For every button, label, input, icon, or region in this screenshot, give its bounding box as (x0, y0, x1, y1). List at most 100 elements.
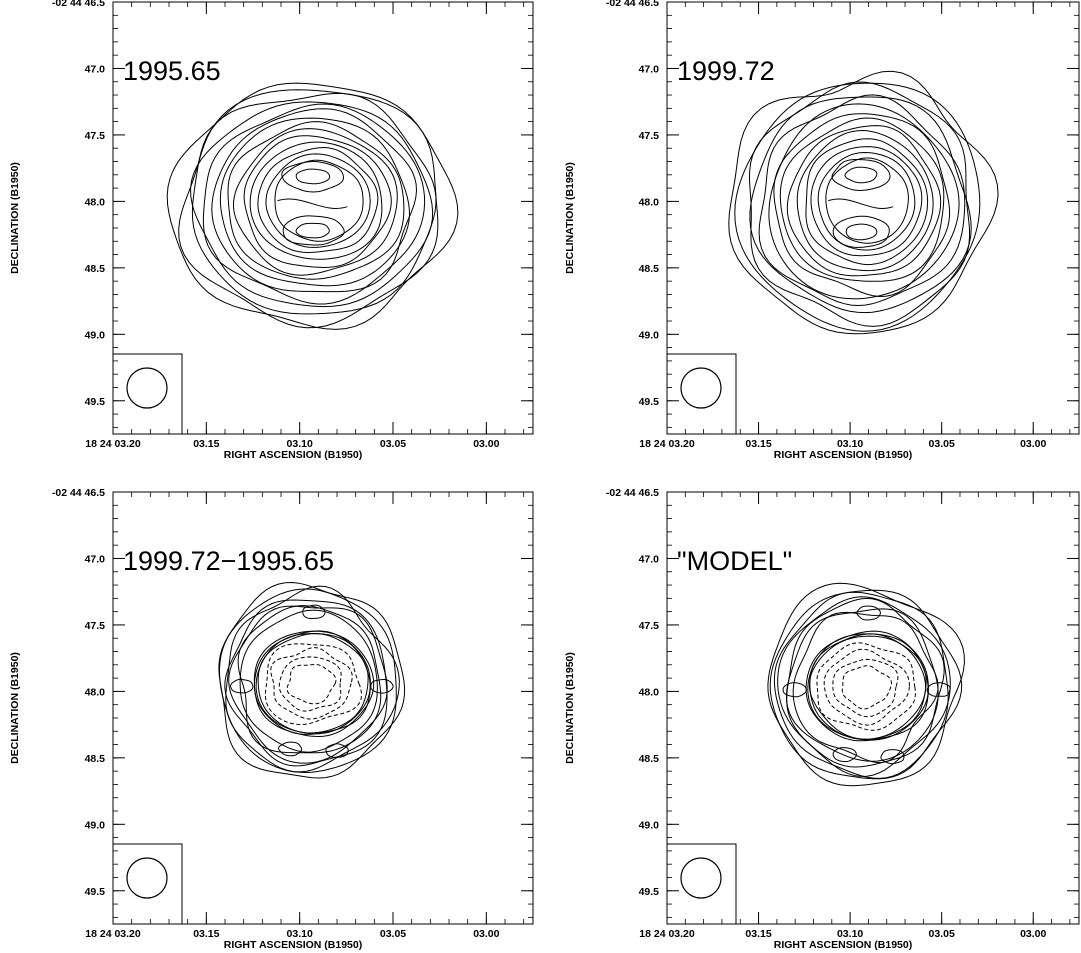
x-tick-label: 03.15 (745, 438, 771, 450)
contour-level-negative (823, 648, 910, 726)
contour-inner-boundary (808, 635, 927, 740)
contour-inner-boundary (807, 633, 929, 741)
contour-knot (926, 682, 951, 697)
x-axis-title: RIGHT ASCENSION (B1950) (224, 449, 362, 461)
contour-level (211, 108, 418, 293)
contour-level (166, 82, 459, 330)
y-tick-label: -02 44 46.5 (606, 0, 659, 9)
beam-box (666, 353, 737, 435)
y-tick-label: 48.5 (85, 753, 106, 765)
panel-2: 18 24 03.20 03.15 03.10 03.05 03.00 -02 44 46… (564, 0, 1080, 461)
y-axis-title: DECLINATION (B1950) (564, 652, 576, 764)
contour-peak-north-inner (844, 166, 878, 184)
contour-group (166, 82, 459, 330)
contour-inner-boundary (253, 630, 371, 735)
panel-3: 18 24 03.20 03.15 03.10 03.05 03.00 -02 44 46… (9, 487, 534, 951)
y-tick-label: 48.0 (85, 686, 106, 698)
contour-knot (278, 741, 303, 757)
panel-label: "MODEL" (677, 546, 792, 576)
y-tick-label: 48.0 (639, 686, 660, 698)
contour-level-negative (270, 647, 353, 720)
x-tick-label: 18 24 03.20 (85, 438, 141, 450)
x-tick-label: 03.05 (380, 928, 406, 940)
contour-level-positive (218, 588, 397, 774)
y-tick-label: -02 44 46.5 (52, 0, 105, 9)
contour-level-negative (832, 658, 899, 718)
y-tick-label: 48.0 (85, 196, 106, 208)
contour-peak-south-inner (845, 223, 878, 241)
contour-knot (370, 679, 394, 694)
y-tick-label: 47.0 (639, 63, 660, 75)
panel-4: 18 24 03.20 03.15 03.10 03.05 03.00 -02 44 46… (564, 487, 1080, 951)
contour-peak-south (282, 215, 345, 246)
contour-knot (880, 749, 905, 765)
x-axis-title: RIGHT ASCENSION (B1950) (224, 939, 362, 951)
panel-label: 1999.72−1995.65 (123, 546, 334, 576)
panel-label: 1995.65 (123, 56, 221, 86)
y-tick-label: 47.5 (639, 620, 660, 632)
y-tick-label: 49.0 (85, 329, 106, 341)
x-tick-label: 03.00 (1020, 928, 1046, 940)
contour-level (817, 151, 916, 251)
contour-inner-boundary (805, 630, 929, 742)
plot-frame (666, 491, 1080, 925)
x-tick-label: 03.15 (745, 928, 771, 940)
contour-level-negative (278, 656, 342, 712)
contour-level (233, 128, 398, 276)
y-tick-label: 49.5 (639, 886, 660, 898)
plot-frame (666, 1, 1080, 435)
y-tick-label: 49.0 (639, 329, 660, 341)
contour-level-positive (777, 596, 951, 777)
contour-level (227, 121, 405, 280)
beam-box (112, 843, 183, 925)
contour-group (767, 582, 965, 787)
x-tick-label: 18 24 03.20 (639, 438, 695, 450)
contour-level (178, 89, 439, 329)
contour-knot (782, 682, 807, 698)
y-tick-label: 47.5 (85, 620, 106, 632)
contour-group (728, 70, 999, 335)
x-tick-label: 03.10 (287, 928, 313, 940)
y-tick-label: 48.5 (85, 263, 106, 275)
y-tick-label: 47.0 (639, 553, 660, 565)
contour-level (202, 103, 426, 305)
contour-level-negative (841, 665, 893, 710)
contour-level-negative (286, 663, 337, 705)
y-tick-label: -02 44 46.5 (606, 487, 659, 499)
contour-level (734, 82, 981, 332)
beam-ellipse (126, 857, 168, 899)
contour-level (749, 96, 972, 314)
contour-level (810, 146, 923, 257)
x-tick-label: 03.00 (1020, 438, 1046, 450)
x-tick-label: 18 24 03.20 (85, 928, 141, 940)
x-tick-label: 03.00 (473, 438, 499, 450)
contour-peak-north-inner (295, 168, 331, 185)
x-axis-title: RIGHT ASCENSION (B1950) (774, 449, 912, 461)
beam-box (112, 353, 183, 435)
y-tick-label: 47.5 (639, 130, 660, 142)
beam-ellipse (680, 857, 722, 899)
x-tick-label: 03.10 (287, 438, 313, 450)
contour-level (768, 103, 960, 300)
contour-knot (832, 747, 857, 763)
contour-level-positive (767, 582, 965, 787)
contour-level (796, 129, 934, 272)
contour-group (218, 581, 406, 779)
x-tick-label: 03.15 (193, 438, 219, 450)
y-tick-label: 48.0 (639, 196, 660, 208)
x-tick-label: 18 24 03.20 (639, 928, 695, 940)
contour-peak-north (831, 159, 891, 192)
x-tick-label: 03.05 (380, 438, 406, 450)
contour-knot (230, 678, 254, 694)
y-tick-label: 47.5 (85, 130, 106, 142)
x-tick-label: 03.05 (929, 438, 955, 450)
contour-level-negative (816, 642, 916, 731)
contour-level (243, 135, 392, 269)
contour-level (257, 146, 379, 254)
y-tick-label: 49.5 (639, 396, 660, 408)
y-tick-label: 49.0 (639, 819, 660, 831)
contour-level-positive (224, 599, 388, 767)
contour-level (825, 157, 909, 244)
contour-level (219, 117, 411, 287)
